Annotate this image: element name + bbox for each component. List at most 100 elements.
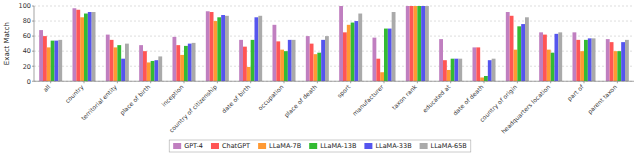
bar [39,30,43,81]
bar [180,55,184,81]
bar [410,6,414,81]
bar [280,50,284,82]
x-tick [184,81,185,83]
x-tick-label: date of birth [220,83,251,114]
bar [417,6,421,81]
bar [58,40,62,81]
bar [139,45,143,81]
y-tick-label: 100 [19,2,31,10]
x-tick [350,81,351,83]
bar [106,35,110,82]
bar [151,61,155,81]
x-tick-label: country of citizenship [167,83,218,134]
bar [47,47,51,81]
bar [339,6,343,81]
x-tick [450,81,451,83]
bar [610,42,614,81]
bar [273,25,277,81]
bar [451,59,455,82]
bar [447,70,451,81]
x-axis-line [34,81,634,82]
x-tick-label: manufacturer [351,83,385,117]
bar [73,8,77,81]
bar [517,26,521,81]
legend-label: LLaMA-33B [375,142,411,150]
bar [614,51,618,81]
x-tick [417,81,418,83]
bar [192,43,196,81]
bar [255,17,259,81]
bar [521,24,525,81]
bar [114,47,118,81]
bar [221,15,225,81]
bar [384,29,388,82]
legend-swatch [211,143,219,149]
x-tick-label: parent taxon [586,83,619,116]
bar [184,46,188,81]
x-tick-label: headquarters location [500,83,553,136]
x-tick [217,81,218,83]
bar [355,21,359,81]
bar [325,36,329,81]
x-tick [484,81,485,83]
legend-swatch [309,143,317,149]
bar [443,60,447,81]
legend-frame [169,140,471,152]
bar [373,38,377,82]
x-tick [50,81,51,83]
x-tick-label: territorial entity [80,83,119,122]
bar [558,32,562,81]
x-tick-label: taxon rank [390,83,418,111]
legend-label: LLaMA-7B [269,142,301,150]
bar [555,34,559,81]
bar [306,36,310,81]
y-tick-label: 60 [23,32,31,40]
bar [580,51,584,81]
bar [514,50,518,82]
bar [510,16,514,81]
bar [214,21,218,81]
y-tick-label: 0 [27,78,31,86]
bar [576,40,580,81]
legend-swatch [173,143,181,149]
bar [247,67,251,81]
bar [292,40,296,81]
x-tick-label: sport [336,83,353,100]
legend-label: LLaMA-13B [320,142,356,150]
bar [314,54,318,81]
bar [439,39,443,81]
bar [258,16,262,81]
bar [117,45,121,81]
legend-label: ChatGPT [222,142,250,150]
bar [392,12,396,81]
bar [80,17,84,81]
bar [288,40,292,81]
x-tick-label: part of [566,82,586,102]
grid-line [34,21,634,22]
bar [525,17,529,81]
bar [147,62,151,81]
x-tick [117,81,118,83]
legend: GPT-4ChatGPTLLaMA-7BLLaMA-13BLLaMA-33BLL… [169,140,471,152]
bar [206,11,210,81]
y-axis-label: Exact Match [3,22,11,65]
bar [406,6,410,81]
legend-swatch [420,143,428,149]
bar [455,59,459,82]
bar [625,40,629,81]
x-tick [150,81,151,83]
bar [55,41,59,82]
bar [617,51,621,81]
bar [358,14,362,82]
x-tick-label: place of death [283,83,319,119]
bar [606,39,610,81]
bar [225,16,229,81]
legend-label: GPT-4 [184,142,203,150]
x-tick [317,81,318,83]
bar [176,45,180,81]
bar [217,17,221,81]
x-tick-label: educated at [421,83,452,114]
x-tick-label: date of death [451,83,485,117]
bar [347,25,351,81]
bar [188,44,192,82]
